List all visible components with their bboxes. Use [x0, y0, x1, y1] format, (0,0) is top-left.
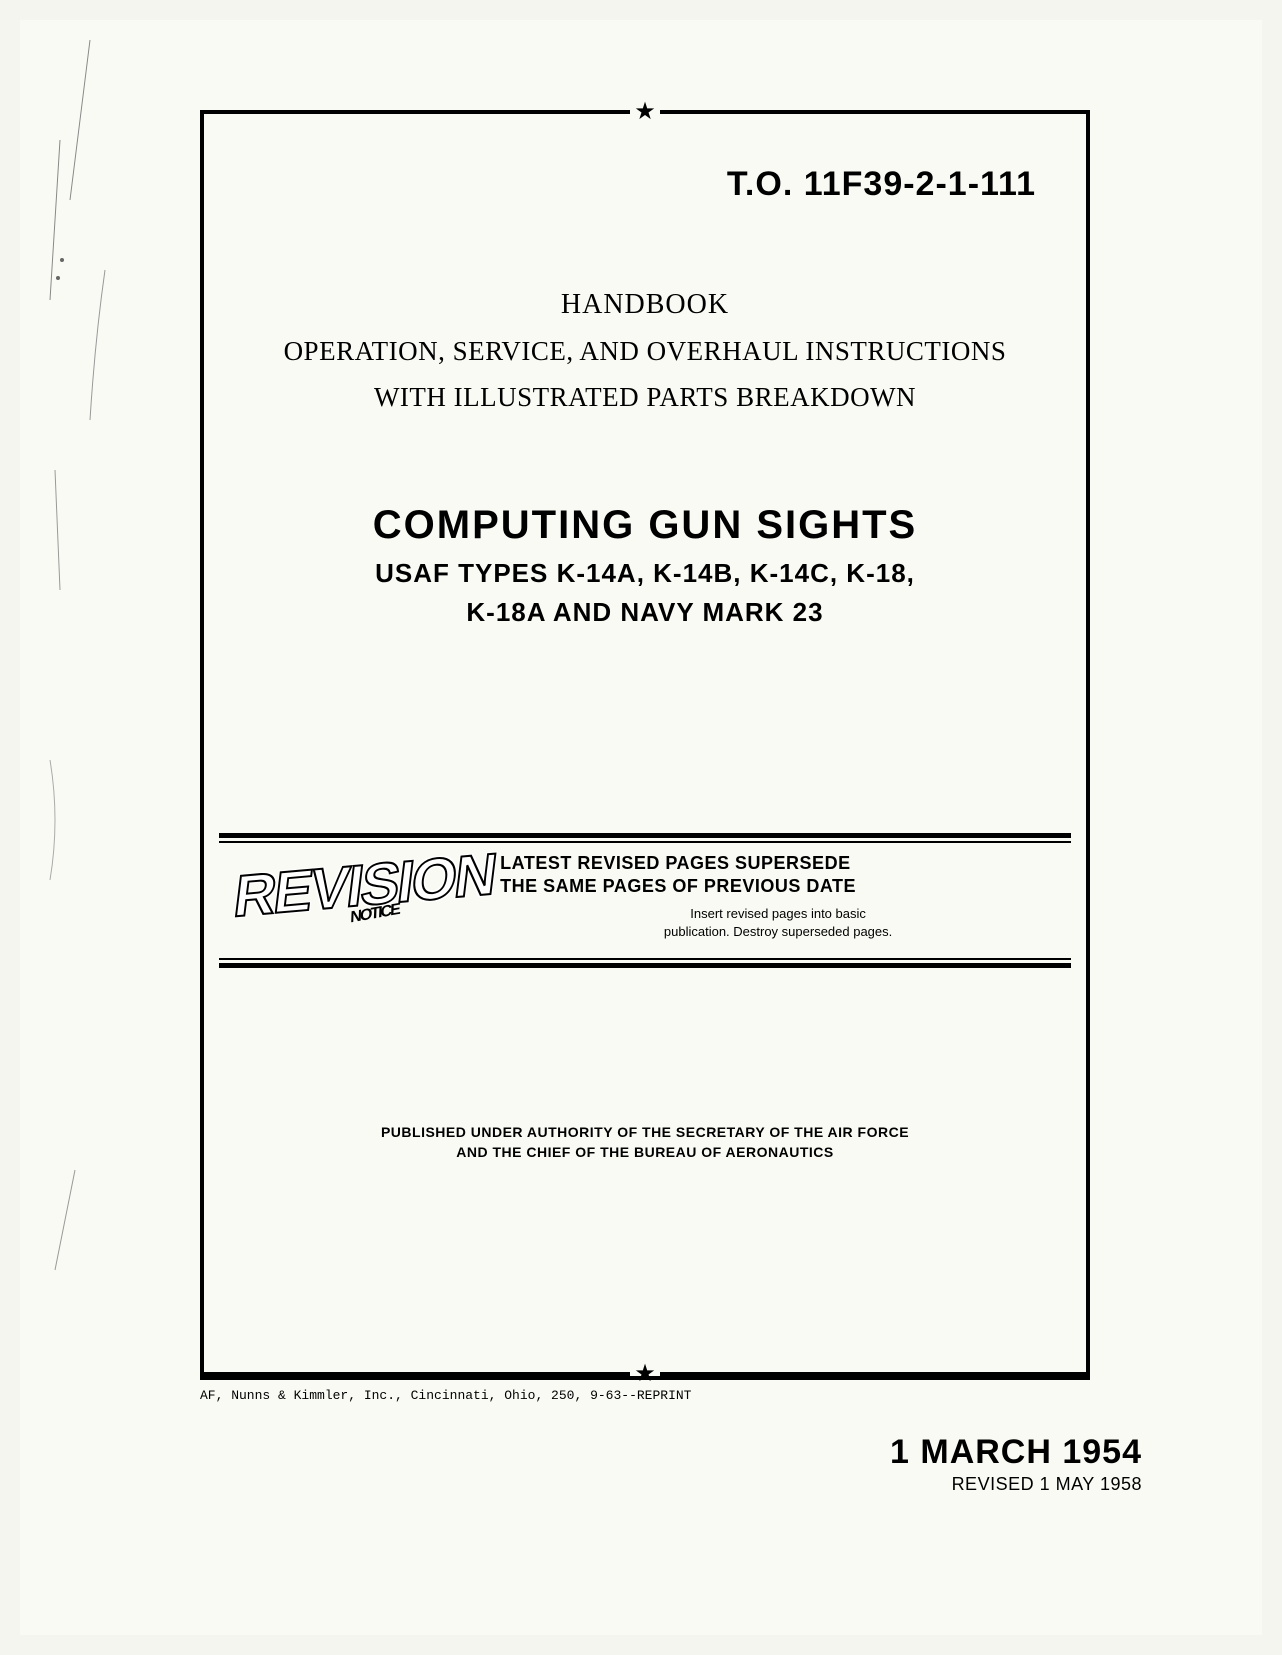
handbook-label: HANDBOOK	[204, 289, 1086, 321]
publication-date: 1 MARCH 1954	[150, 1433, 1142, 1472]
revision-stamp: REVISION NOTICE	[231, 845, 498, 927]
subtitle-line-2: K-18A AND NAVY MARK 23	[204, 597, 1086, 628]
main-title: COMPUTING GUN SIGHTS	[204, 503, 1086, 548]
revision-instructions: Insert revised pages into basic publicat…	[500, 905, 1056, 941]
date-block: 1 MARCH 1954 REVISED 1 MAY 1958	[150, 1433, 1142, 1495]
top-border: ★	[204, 110, 1086, 114]
printer-info: AF, Nunns & Kimmler, Inc., Cincinnati, O…	[200, 1388, 1162, 1403]
document-page: ★ T.O. 11F39-2-1-111 HANDBOOK OPERATION,…	[20, 20, 1262, 1635]
revision-heading: LATEST REVISED PAGES SUPERSEDE THE SAME …	[500, 852, 1056, 899]
subtitle-line-1: USAF TYPES K-14A, K-14B, K-14C, K-18,	[204, 558, 1086, 589]
publication-authority: PUBLISHED UNDER AUTHORITY OF THE SECRETA…	[204, 1123, 1086, 1162]
with-line: WITH ILLUSTRATED PARTS BREAKDOWN	[204, 382, 1086, 413]
revision-date: REVISED 1 MAY 1958	[150, 1474, 1142, 1495]
revision-notice-box: REVISION NOTICE LATEST REVISED PAGES SUP…	[219, 833, 1071, 968]
footer: AF, Nunns & Kimmler, Inc., Cincinnati, O…	[150, 1388, 1162, 1495]
bottom-border: ★	[204, 1372, 1086, 1376]
main-border-frame: ★ T.O. 11F39-2-1-111 HANDBOOK OPERATION,…	[200, 110, 1090, 1380]
scan-artifacts	[20, 20, 140, 1320]
operation-line: OPERATION, SERVICE, AND OVERHAUL INSTRUC…	[204, 336, 1086, 367]
